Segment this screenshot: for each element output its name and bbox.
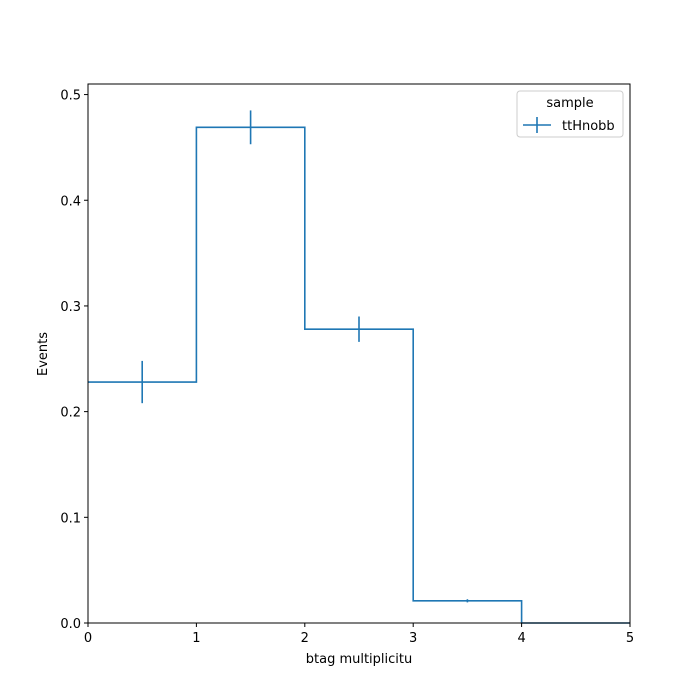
x-tick-label: 0 [84,631,92,646]
x-tick-label: 2 [301,631,309,646]
x-tick-label: 4 [517,631,525,646]
y-axis: 0.0 0.1 0.2 0.3 0.4 0.5 [60,89,88,632]
x-tick-label: 5 [626,631,634,646]
x-axis-title: btag multiplicitu [306,652,413,667]
x-tick-label: 1 [192,631,200,646]
y-tick-label: 0.2 [60,406,81,421]
legend-entry-label: ttHnobb [562,119,615,134]
x-axis: 0 1 2 3 4 5 [84,623,634,646]
y-tick-label: 0.5 [60,89,81,104]
legend: sample ttHnobb [516,90,624,138]
y-tick-label: 0.0 [60,617,81,632]
plot-marks [88,110,630,624]
y-tick-label: 0.1 [60,511,81,526]
x-tick-label: 3 [409,631,417,646]
plot-frame [87,83,631,624]
y-axis-title: Events [36,332,51,376]
y-tick-label: 0.3 [60,300,81,315]
legend-title: sample [546,96,593,111]
y-tick-label: 0.4 [60,194,81,209]
